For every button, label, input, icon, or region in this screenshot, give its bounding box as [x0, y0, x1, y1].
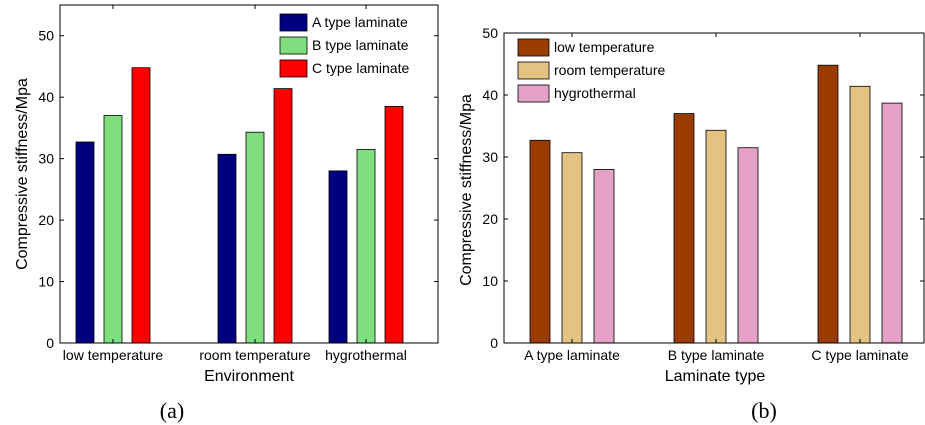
panel-b-legend-label: room temperature [554, 62, 665, 78]
panel-b-legend-swatch [517, 61, 550, 80]
panel-a-legend: A type laminate B type laminate C type lam… [274, 10, 426, 78]
panel-a-legend-label: A type laminate [312, 14, 408, 30]
panel-b-legend: low temperature room temperature hygrother… [517, 38, 665, 103]
panel-a-ytick-label: 10 [38, 274, 54, 290]
panel-b-ytick-label: 10 [482, 273, 498, 289]
panel-b-xtick-label: B type laminate [668, 347, 765, 363]
panel-b-bar [705, 129, 727, 344]
panel-b-bar [817, 64, 839, 344]
panel-b-bar [529, 139, 551, 344]
panel-b-ytick-label: 20 [482, 211, 498, 227]
panel-a-bar [273, 88, 293, 344]
panel-a-legend-swatch [279, 36, 308, 55]
panel-a-bar [217, 153, 237, 344]
panel-b-xtick-label: A type laminate [524, 347, 620, 363]
panel-a-ytick-label: 0 [46, 335, 54, 351]
panel-a-xtick-label: low temperature [63, 347, 164, 363]
panel-b-bar [593, 168, 615, 344]
panel-a-legend-label: B type laminate [312, 37, 409, 53]
panel-b: 0 10 20 30 40 50 A type laminate B type lamina… [458, 25, 925, 423]
panel-b-bar [737, 147, 759, 344]
panel-a-xtick-label: room temperature [199, 347, 310, 363]
panel-a-bar [384, 106, 404, 344]
panel-a-bar [245, 131, 265, 344]
panel-b-ylabel: Compressive stiffness/Mpa [458, 94, 475, 286]
panel-a-bar [131, 67, 151, 344]
panel-a-legend-swatch [279, 59, 308, 78]
panel-b-ytick-label: 30 [482, 149, 498, 165]
panel-a-ytick-label: 50 [38, 28, 54, 44]
panel-b-ytick-label: 50 [482, 25, 498, 41]
panel-b-bar [881, 102, 903, 344]
panel-b-bar [673, 113, 695, 344]
panel-a-xtick-label: hygrothermal [325, 347, 407, 363]
panel-b-caption: (b) [751, 398, 777, 423]
panel-a-legend-swatch [279, 13, 308, 32]
panel-a-ylabel: Compressive stiffness/Mpa [14, 78, 31, 270]
panel-b-xtick-label: C type laminate [811, 347, 908, 363]
panel-b-bar [561, 152, 583, 344]
panel-b-xlabel: Laminate type [665, 368, 766, 385]
panel-a-axes-frame [59, 4, 439, 344]
panel-a-bar [356, 148, 376, 344]
panel-a-bar [75, 141, 95, 344]
panel-a-caption: (a) [160, 398, 184, 423]
panel-a-ytick-label: 40 [38, 89, 54, 105]
panel-a-xlabel: Environment [204, 368, 294, 385]
panel-b-ytick-label: 40 [482, 87, 498, 103]
panel-a-legend-label: C type laminate [312, 60, 409, 76]
panel-a-bar [328, 170, 348, 344]
panel-b-legend-label: hygrothermal [554, 85, 636, 101]
panel-b-legend-swatch [517, 84, 550, 103]
panel-b-legend-swatch [517, 38, 550, 57]
panel-a-ytick-label: 30 [38, 151, 54, 167]
panel-a: 0 10 20 30 40 50 low temperature room temperat… [14, 4, 439, 423]
panel-b-ytick-label: 0 [490, 335, 498, 351]
panel-b-axes-frame [503, 32, 925, 344]
panel-a-bar [103, 115, 123, 344]
panel-a-ytick-label: 20 [38, 212, 54, 228]
panel-b-bar [849, 85, 871, 344]
panel-b-legend-label: low temperature [554, 39, 655, 55]
